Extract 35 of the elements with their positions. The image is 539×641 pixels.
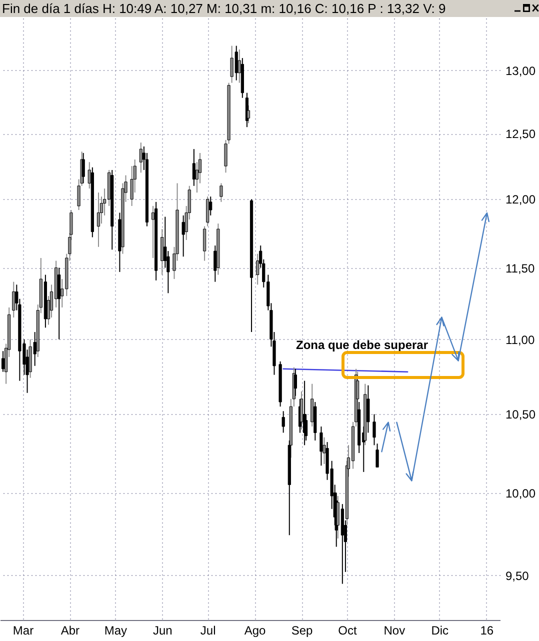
candlestick (376, 443, 379, 468)
candlestick (192, 148, 196, 186)
x-tick-label: Dic (431, 624, 449, 638)
chart-title: Fin de día 1 días H: 10:49 A: 10,27 M: 10,31 m: 10,16 C: 10,16 P : 13,32 V: 9 (2, 1, 446, 16)
x-tick-label: Nov (384, 624, 406, 638)
x-tick-label: Ago (244, 624, 266, 638)
y-tick-label: 13,00 (506, 64, 536, 78)
y-tick-label: 10,50 (506, 408, 536, 422)
x-tick-label: Oct (338, 624, 358, 638)
candlestick (220, 182, 223, 202)
annotation: Zona que debe superar (296, 338, 428, 352)
y-tick-label: 10,00 (506, 486, 536, 500)
x-tick-label: Sep (291, 624, 314, 638)
y-tick-label: 12,50 (506, 127, 536, 142)
candlestick (1, 350, 5, 372)
x-tick-label: Abr (60, 624, 80, 638)
candlestick (372, 414, 376, 446)
x-tick-label: Mar (12, 624, 34, 638)
candlestick (320, 426, 323, 466)
candlestick (294, 368, 298, 396)
x-tick-label: Jul (200, 624, 216, 638)
candlestick (206, 196, 210, 227)
x-tick-label: May (104, 624, 127, 638)
candlestick (96, 192, 100, 248)
candlestick (182, 214, 185, 258)
y-tick-label: 11,00 (506, 332, 535, 347)
candlestick (139, 142, 142, 174)
x-tick-label: 16 (480, 624, 494, 638)
y-tick-label: 12,00 (506, 192, 536, 207)
y-tick-label: 9,50 (506, 568, 530, 583)
candlestick (202, 226, 206, 262)
candlestick (12, 281, 16, 318)
y-tick-label: 11,50 (506, 261, 535, 276)
x-tick-label: Jun (152, 624, 172, 638)
candlestick (282, 410, 285, 434)
